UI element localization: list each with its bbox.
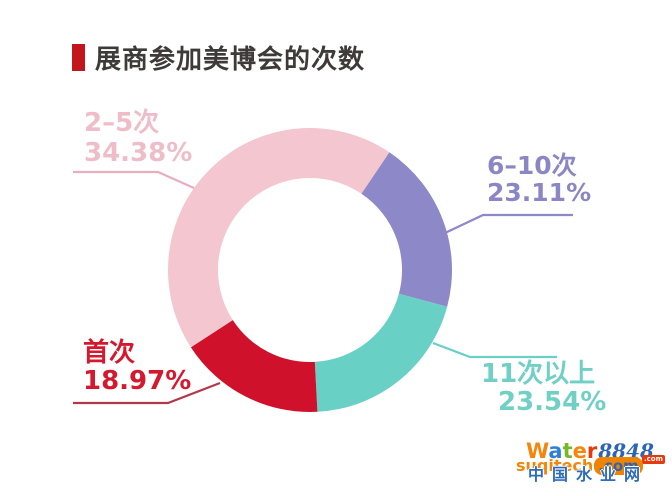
callout-label-11-plus: 11次以上 23.54% <box>481 360 606 416</box>
leader-line-1 <box>444 213 573 234</box>
title-accent-bar <box>72 44 85 71</box>
watermark-domain-text: suqitech <box>516 456 594 475</box>
watermark-water-text: Water <box>526 439 597 463</box>
watermark-letter: a <box>548 439 563 463</box>
segment-percent: 34.38% <box>84 138 193 168</box>
donut-segment-1 <box>361 152 452 307</box>
segment-percent: 23.11% <box>487 178 592 207</box>
watermark-letter: r <box>586 439 598 463</box>
callout-label-6-10: 6–10次 23.11% <box>487 152 591 206</box>
donut-segment-2 <box>314 293 448 412</box>
watermark-letter: e <box>572 439 587 463</box>
watermark-letter: W <box>526 439 549 463</box>
leader-line-0 <box>73 170 195 190</box>
donut-segment-3 <box>190 320 318 413</box>
chart-title: 展商参加美博会的次数 <box>95 45 366 75</box>
segment-percent: 18.97% <box>83 366 192 396</box>
watermark-cn-text: 中国水业网 <box>528 465 649 484</box>
segment-category: 2–5次 <box>84 108 160 138</box>
watermark-domain: suqitech .com <box>516 456 643 475</box>
segment-category: 11次以上 <box>481 359 596 389</box>
segment-category: 首次 <box>83 338 136 368</box>
segment-category: 6–10次 <box>487 151 577 180</box>
callout-label-2-5: 2–5次 34.38% <box>84 108 192 168</box>
watermark-com-pill: .com <box>594 457 643 475</box>
leader-line-2 <box>432 341 557 359</box>
watermark-letter: t <box>562 439 573 463</box>
watermark-8848-text: 8848 <box>598 439 654 463</box>
leader-line-3 <box>73 381 221 405</box>
watermark-com-badge: .com <box>642 455 665 464</box>
segment-percent: 23.54% <box>498 387 607 417</box>
chart-header: 展商参加美博会的次数 <box>72 39 365 76</box>
watermark-brand: Water8848 <box>526 440 654 462</box>
donut-segment-0 <box>168 128 390 348</box>
callout-label-first-time: 首次 18.97% <box>83 339 191 395</box>
watermark-logo: Water8848 .com suqitech .com 中国水业网 <box>516 440 665 492</box>
